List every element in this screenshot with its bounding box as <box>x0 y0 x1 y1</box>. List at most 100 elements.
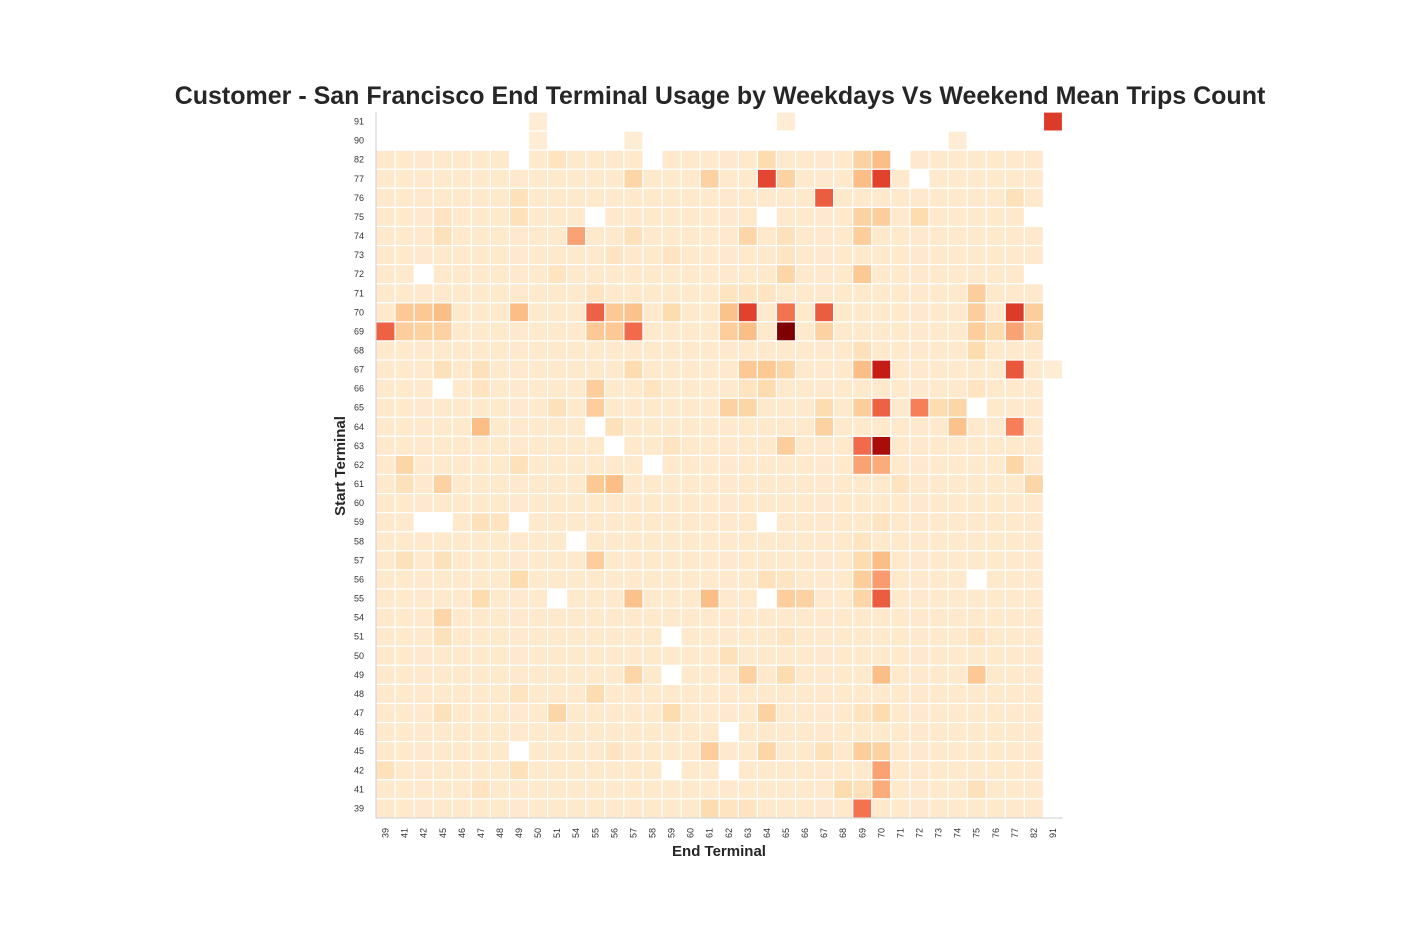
heatmap-cell <box>566 626 587 647</box>
heatmap-cell <box>623 225 644 247</box>
heatmap-cell <box>985 702 1006 724</box>
heatmap-cell <box>985 378 1006 399</box>
heatmap-cell <box>604 760 625 781</box>
heatmap-cell <box>814 626 835 647</box>
heatmap-cell <box>661 512 682 533</box>
heatmap-cell <box>413 187 434 209</box>
heatmap-cell <box>470 168 492 189</box>
heatmap-cell <box>871 359 892 380</box>
heatmap-cell <box>413 760 434 781</box>
heatmap-cell <box>1004 149 1025 170</box>
heatmap-cell <box>966 626 987 647</box>
heatmap-cell <box>489 416 511 437</box>
heatmap-cell <box>966 264 987 285</box>
heatmap-cell <box>833 760 854 781</box>
heatmap-cell <box>508 283 530 304</box>
heatmap-cell <box>737 626 759 647</box>
heatmap-cell <box>527 321 549 342</box>
heatmap-cell <box>527 741 549 762</box>
heatmap-cell <box>737 359 759 380</box>
heatmap-cell <box>890 454 911 476</box>
heatmap-cell <box>737 664 759 686</box>
heatmap-cell <box>775 149 797 170</box>
heatmap-cell <box>623 168 644 189</box>
y-tick-label: 39 <box>354 803 364 813</box>
heatmap-cell <box>1023 473 1045 495</box>
heatmap-cell <box>775 741 797 762</box>
heatmap-cell <box>585 550 606 571</box>
heatmap-cell <box>642 741 663 762</box>
heatmap-cell <box>1004 702 1025 724</box>
heatmap-cell <box>508 569 530 590</box>
heatmap-cell <box>661 683 682 705</box>
heatmap-cell <box>794 779 816 800</box>
heatmap-cell <box>432 283 453 304</box>
heatmap-cell <box>928 302 949 323</box>
heatmap-cell <box>585 473 606 495</box>
heatmap-cell <box>489 435 511 457</box>
heatmap-cell <box>928 741 949 762</box>
heatmap-cell <box>413 435 434 457</box>
heatmap-cell <box>909 645 930 666</box>
heatmap-cell <box>547 626 568 647</box>
heatmap-cell <box>718 607 739 628</box>
heatmap-cell <box>699 664 720 686</box>
heatmap-cell <box>737 206 759 228</box>
heatmap-cell <box>566 779 587 800</box>
heatmap-cell <box>413 664 434 686</box>
heatmap-cell <box>928 473 949 495</box>
heatmap-cell <box>680 531 701 552</box>
heatmap-cell <box>547 493 568 514</box>
heatmap-cell <box>680 607 701 628</box>
heatmap-cell <box>661 473 682 495</box>
heatmap-cell <box>451 168 472 189</box>
heatmap-cell <box>623 283 644 304</box>
heatmap-cell <box>794 493 816 514</box>
heatmap-cell <box>432 168 453 189</box>
y-tick-label: 62 <box>354 460 364 470</box>
heatmap-cell <box>909 321 930 342</box>
x-tick-label: 60 <box>686 828 696 838</box>
heatmap-cell <box>814 588 835 609</box>
heatmap-cell <box>623 626 644 647</box>
heatmap-cell <box>527 798 549 819</box>
heatmap-cell <box>394 493 415 514</box>
heatmap-cell <box>756 626 778 647</box>
heatmap-cell <box>604 473 625 495</box>
heatmap-cell <box>852 473 873 495</box>
x-tick-label: 50 <box>533 828 543 838</box>
heatmap-cell <box>661 264 682 285</box>
heatmap-cell <box>775 378 797 399</box>
heatmap-cell <box>890 168 911 189</box>
heatmap-cell <box>966 321 987 342</box>
heatmap-cell <box>1023 741 1045 762</box>
heatmap-cell <box>775 359 797 380</box>
y-tick-label: 72 <box>354 269 364 279</box>
heatmap-cell <box>470 588 492 609</box>
heatmap-cell <box>794 588 816 609</box>
x-tick-label: 41 <box>400 828 410 838</box>
heatmap-cell <box>642 531 663 552</box>
heatmap-cell <box>909 187 930 209</box>
heatmap-cell <box>1023 607 1045 628</box>
heatmap-cell <box>699 168 720 189</box>
heatmap-cell <box>1004 760 1025 781</box>
heatmap-cell <box>394 206 415 228</box>
heatmap-cell <box>890 702 911 724</box>
heatmap-cell <box>794 607 816 628</box>
heatmap-cell <box>794 149 816 170</box>
heatmap-cell <box>871 302 892 323</box>
y-tick-label: 58 <box>354 536 364 546</box>
heatmap-cell <box>775 111 797 132</box>
y-tick-label: 63 <box>354 441 364 451</box>
heatmap-cell <box>947 225 968 247</box>
heatmap-cell <box>661 435 682 457</box>
heatmap-cell <box>680 664 701 686</box>
heatmap-cell <box>737 187 759 209</box>
heatmap-cell <box>699 416 720 437</box>
heatmap-cell <box>775 435 797 457</box>
heatmap-cell <box>680 779 701 800</box>
heatmap-cell <box>833 359 854 380</box>
heatmap-cell <box>432 531 453 552</box>
heatmap-cell <box>623 435 644 457</box>
